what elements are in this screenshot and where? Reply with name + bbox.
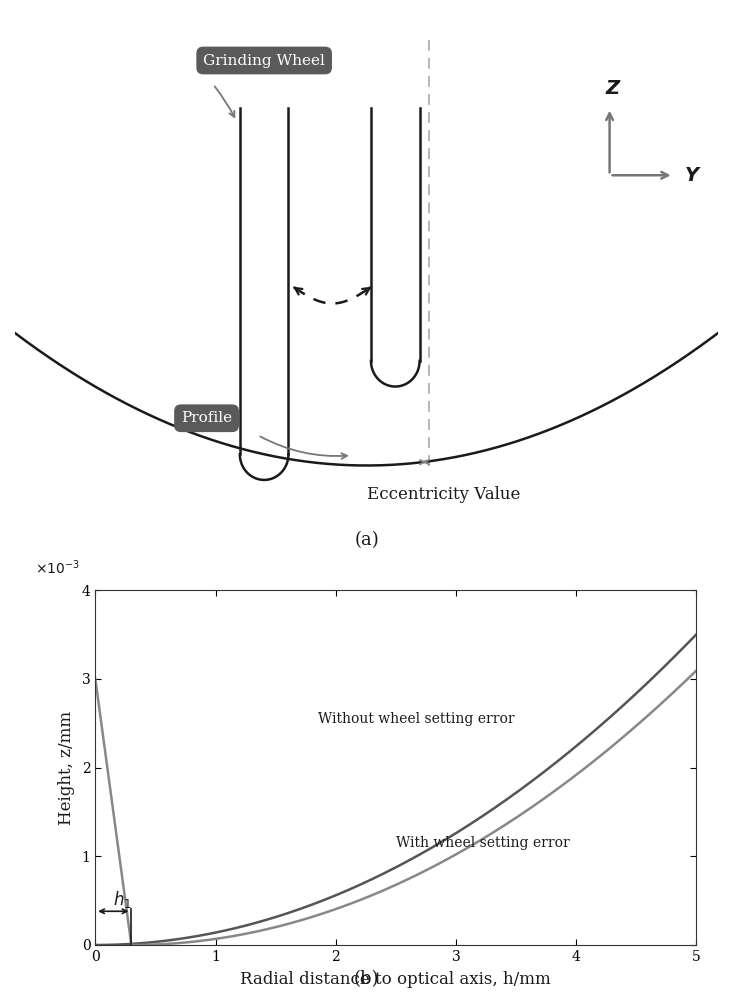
Text: $h_1$: $h_1$ — [114, 889, 133, 910]
Text: Without wheel setting error: Without wheel setting error — [317, 712, 515, 726]
Text: With wheel setting error: With wheel setting error — [396, 836, 570, 850]
Text: (a): (a) — [354, 531, 379, 549]
Text: Grinding Wheel: Grinding Wheel — [203, 53, 325, 68]
Text: (b): (b) — [354, 970, 379, 988]
Y-axis label: Height, z/mm: Height, z/mm — [58, 710, 75, 825]
Text: Z: Z — [605, 79, 620, 98]
Text: Eccentricity Value: Eccentricity Value — [367, 486, 520, 503]
Text: $\times10^{-3}$: $\times10^{-3}$ — [35, 558, 80, 577]
Text: Profile: Profile — [181, 411, 232, 425]
X-axis label: Radial distance to optical axis, h/mm: Radial distance to optical axis, h/mm — [240, 971, 551, 988]
Text: Y: Y — [685, 166, 699, 185]
